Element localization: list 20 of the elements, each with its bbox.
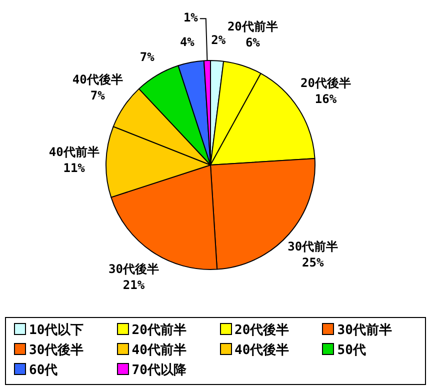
data-label: 2% [211, 32, 226, 47]
data-label: 30代前半 25% [288, 239, 338, 270]
legend-label: 10代以下 [28, 322, 85, 340]
legend-label: 40代前半 [130, 342, 188, 360]
legend-label: 50代 [336, 342, 367, 360]
data-label: 20代後半 16% [300, 76, 351, 106]
data-label: 40代前半 11% [48, 144, 100, 175]
legend-label: 20代前半 [130, 322, 188, 340]
data-label: 1% [183, 10, 199, 25]
legend-label: 60代 [28, 362, 59, 380]
legend-label: 30代後半 [28, 342, 85, 360]
legend-label: 20代後半 [234, 322, 290, 340]
legend-label: 30代前半 [336, 322, 393, 340]
data-label: 20代前半 6% [227, 19, 278, 50]
legend-label: 40代後半 [234, 342, 290, 360]
data-label: 4% [180, 34, 196, 49]
legend-label: 70代以降 [130, 362, 188, 380]
data-label: 30代後半 21% [108, 262, 159, 292]
data-label: 7% [140, 50, 156, 64]
data-label: 40代後半 7% [72, 72, 123, 102]
